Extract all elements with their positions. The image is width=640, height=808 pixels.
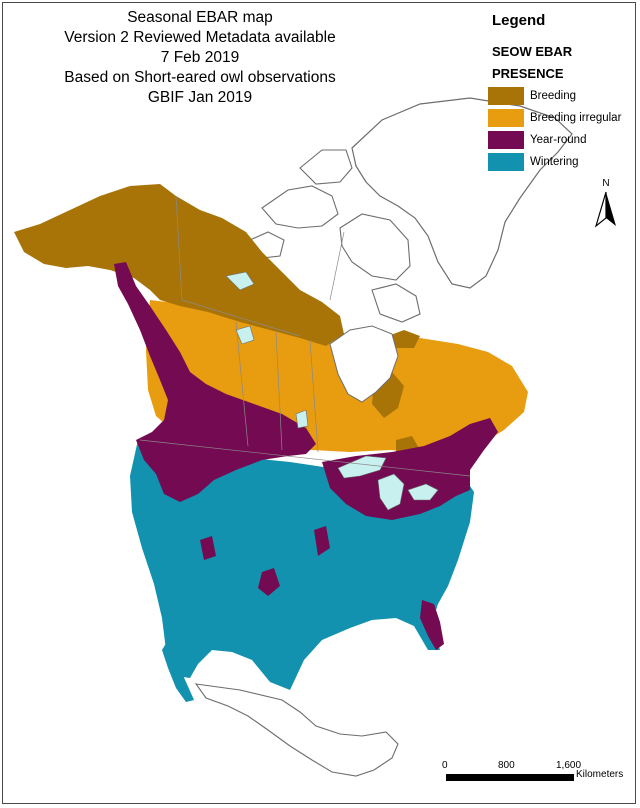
arctic-islands [249, 149, 421, 323]
legend-title: Legend [492, 12, 546, 29]
legend: Legend SEOW EBAR PRESENCE Breeding Breed… [488, 12, 628, 173]
scale-tick-1600: 1,600 [556, 760, 582, 771]
swatch-breeding-irregular [488, 109, 524, 127]
admin-boundaries [139, 195, 471, 477]
year-round-range [114, 262, 316, 502]
north-arrow-icon [594, 191, 616, 228]
scale-units: Kilometers [576, 769, 624, 780]
title-line-3: 7 Feb 2019 [160, 49, 240, 66]
breeding-patch-labrador [372, 330, 420, 458]
legend-item-wintering: Wintering [488, 151, 628, 173]
map-title-block: Seasonal EBAR map Version 2 Reviewed Met… [20, 8, 380, 108]
swatch-wintering [488, 153, 524, 171]
legend-label: Breeding irregular [530, 112, 622, 124]
north-arrow: N [594, 178, 618, 235]
scale-bar: 0 800 1,600 Kilometers [440, 760, 630, 800]
legend-label: Breeding [530, 90, 577, 102]
title-line-1: Seasonal EBAR map [127, 9, 273, 26]
scale-bar-graphic [446, 774, 574, 781]
legend-label: Year-round [530, 134, 587, 146]
north-letter: N [602, 178, 610, 189]
hudson-bay [329, 325, 399, 403]
breeding-range [14, 184, 344, 346]
scale-tick-800: 800 [498, 760, 515, 771]
legend-subtitle-1: SEOW EBAR [492, 44, 573, 59]
legend-item-breeding: Breeding [488, 85, 628, 107]
legend-item-breeding-irregular: Breeding irregular [488, 107, 628, 129]
legend-item-year-round: Year-round [488, 129, 628, 151]
baja-wintering [162, 640, 194, 702]
title-line-5: GBIF Jan 2019 [147, 89, 253, 106]
year-round-florida [420, 600, 444, 650]
title-line-2: Version 2 Reviewed Metadata available [64, 29, 336, 46]
great-lakes [225, 271, 439, 511]
swatch-year-round [488, 131, 524, 149]
year-round-east [322, 418, 498, 520]
legend-label: Wintering [530, 156, 579, 168]
scale-segment [510, 774, 574, 781]
title-line-4: Based on Short-eared owl observations [64, 69, 336, 86]
year-round-patches [200, 526, 330, 596]
swatch-breeding [488, 87, 524, 105]
mexico [194, 683, 399, 777]
scale-segment [446, 774, 510, 781]
scale-tick-0: 0 [442, 760, 448, 771]
legend-subtitle-2: PRESENCE [492, 66, 564, 81]
